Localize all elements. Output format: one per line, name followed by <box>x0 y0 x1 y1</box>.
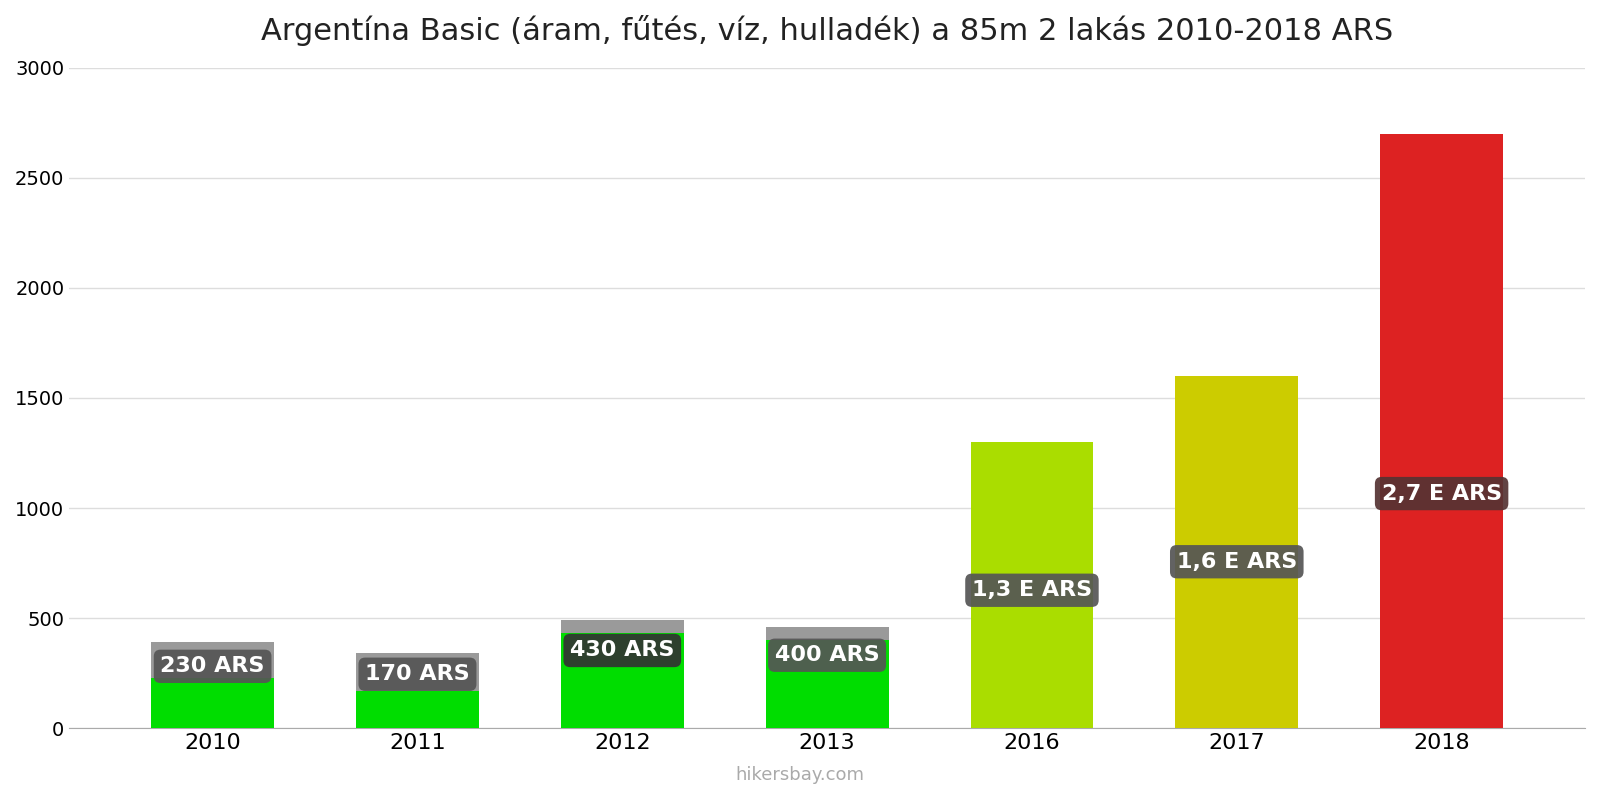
Bar <box>766 640 888 728</box>
Text: 430 ARS: 430 ARS <box>570 641 675 661</box>
Text: 1,3 E ARS: 1,3 E ARS <box>971 580 1093 600</box>
Bar <box>1176 376 1298 728</box>
Text: 400 ARS: 400 ARS <box>774 646 880 666</box>
Bar <box>150 642 274 728</box>
Bar <box>766 627 888 728</box>
Bar <box>150 678 274 728</box>
Bar <box>562 620 683 728</box>
Text: hikersbay.com: hikersbay.com <box>736 766 864 784</box>
Bar <box>1176 497 1298 728</box>
Bar <box>357 654 478 728</box>
Bar <box>562 634 683 728</box>
Text: 2,7 E ARS: 2,7 E ARS <box>1381 483 1502 503</box>
Text: 230 ARS: 230 ARS <box>160 656 266 676</box>
Bar <box>1381 402 1502 728</box>
Title: Argentína Basic (áram, fűtés, víz, hulladék) a 85m 2 lakás 2010-2018 ARS: Argentína Basic (áram, fűtés, víz, hulla… <box>261 15 1394 46</box>
Text: 1,6 E ARS: 1,6 E ARS <box>1176 552 1298 572</box>
Bar <box>971 442 1093 728</box>
Text: 170 ARS: 170 ARS <box>365 664 470 684</box>
Bar <box>1381 134 1502 728</box>
Bar <box>971 537 1093 728</box>
Bar <box>357 690 478 728</box>
